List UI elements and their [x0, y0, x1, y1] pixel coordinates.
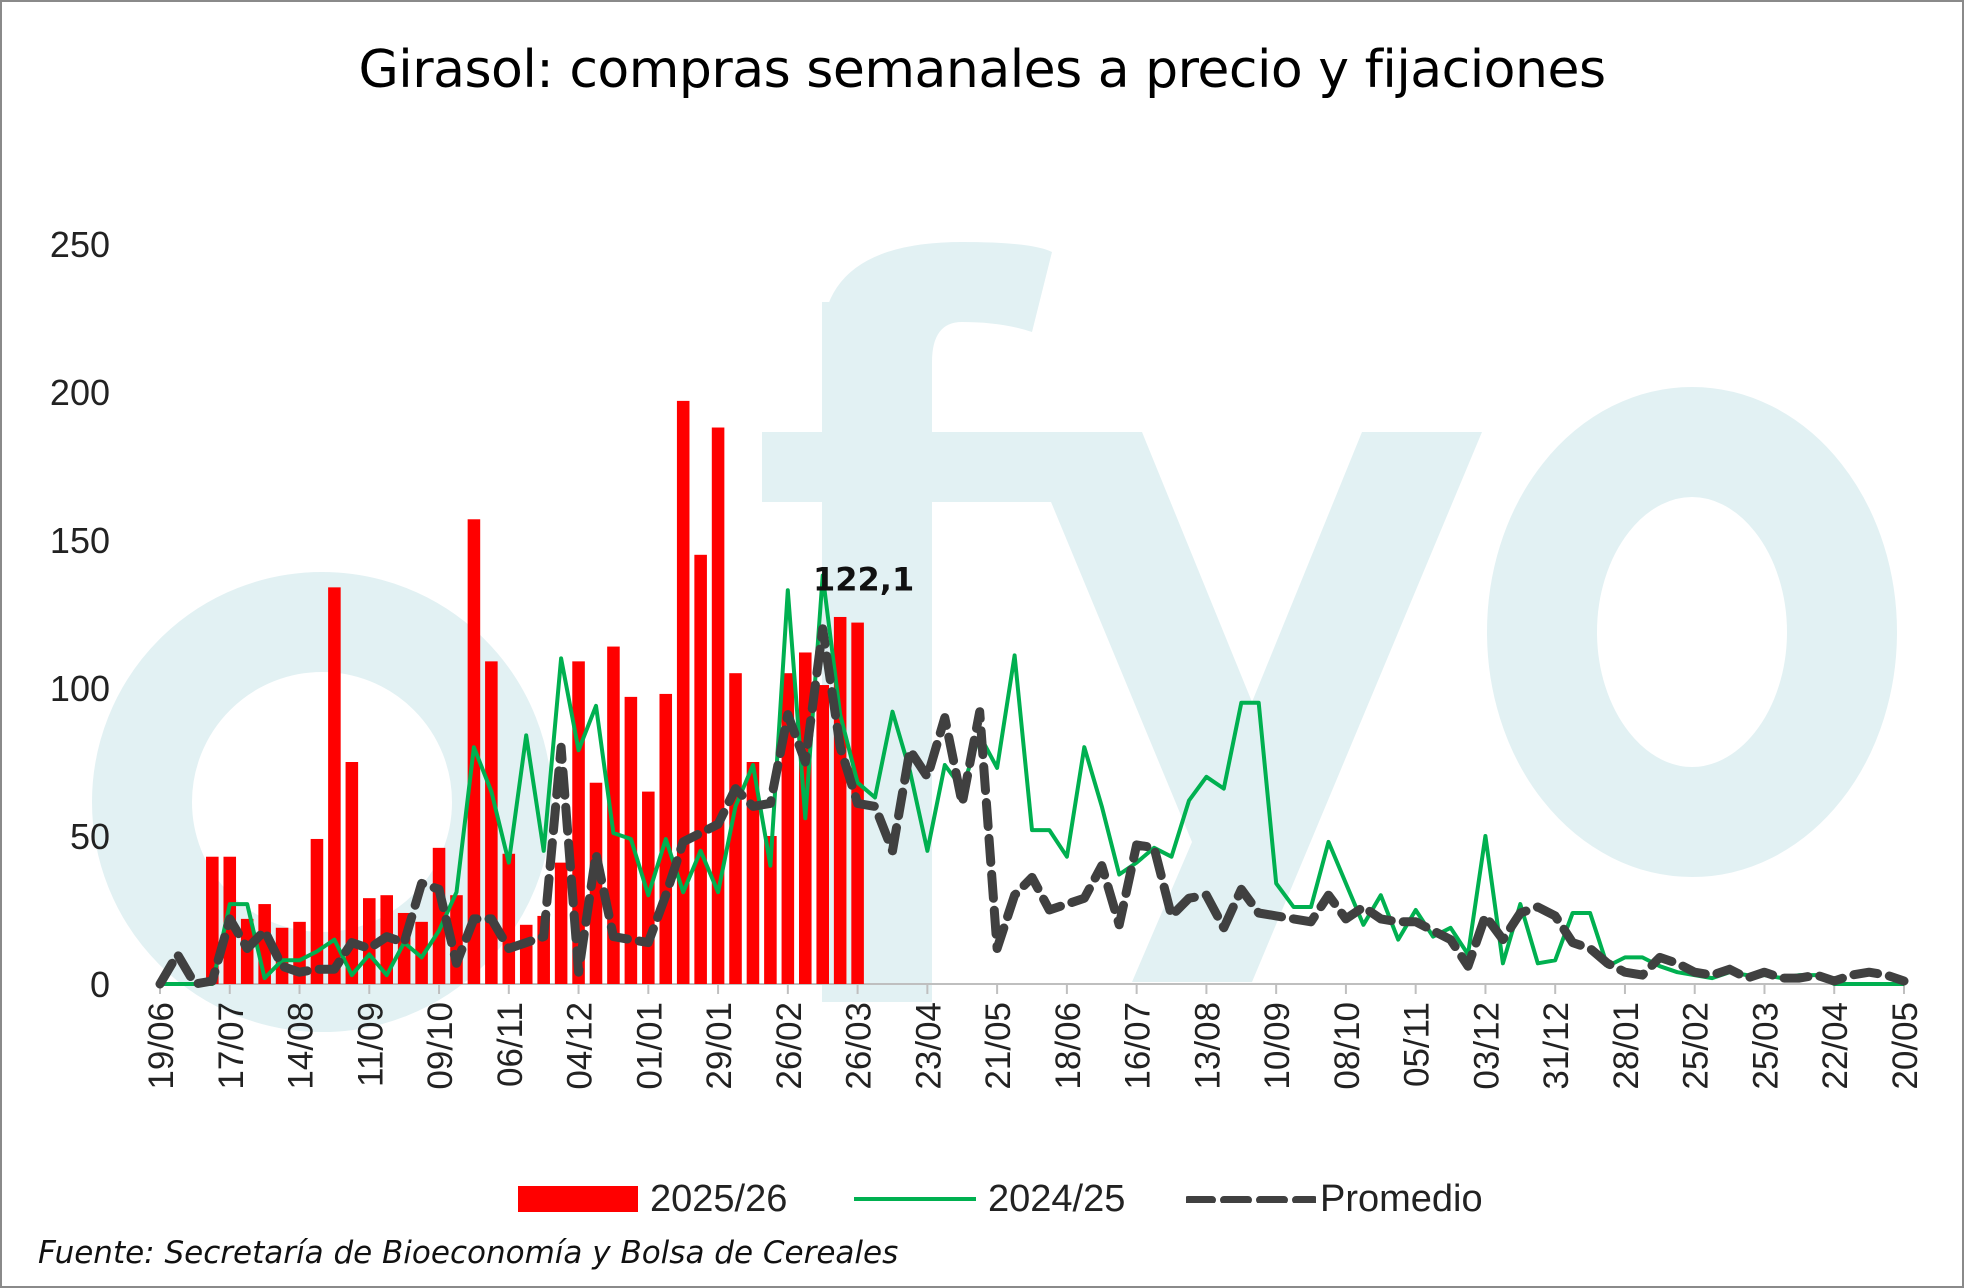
- legend-item-2025-26: 2025/26: [518, 1174, 787, 1224]
- legend-swatch-bar: [518, 1186, 638, 1212]
- watermark-f-hook: [822, 242, 1052, 362]
- x-tick-label: 17/07: [212, 1002, 251, 1090]
- x-tick-label: 22/04: [1816, 1002, 1855, 1090]
- source-footer: Fuente: Secretaría de Bioeconomía y Bols…: [38, 1235, 899, 1271]
- bar-2025-26: [729, 673, 742, 984]
- bar-2025-26: [310, 838, 324, 984]
- x-tick-label: 11/09: [351, 1002, 390, 1087]
- bar-2025-26: [328, 587, 341, 984]
- legend-item-2024-25: 2024/25: [854, 1174, 1125, 1224]
- x-tick-label: 09/10: [421, 1002, 460, 1090]
- chart-annotations: 122,1: [813, 561, 914, 599]
- y-tick-label: 150: [50, 520, 110, 561]
- bar-2025-26: [554, 862, 568, 984]
- bar-2025-26: [502, 853, 516, 984]
- legend-label-promedio: Promedio: [1320, 1177, 1483, 1220]
- x-tick-label: 21/05: [979, 1002, 1018, 1090]
- x-tick-label: 05/11: [1398, 1002, 1437, 1087]
- chart-legend: 2025/26 2024/25 Promedio: [2, 1174, 1962, 1224]
- x-tick-label: 28/01: [1607, 1002, 1646, 1090]
- legend-label-2025-26: 2025/26: [650, 1177, 788, 1220]
- x-tick-label: 26/02: [770, 1002, 809, 1090]
- bar-2025-26: [432, 847, 446, 984]
- x-tick-label: 04/12: [561, 1002, 600, 1090]
- x-tick-label: 29/01: [700, 1002, 739, 1090]
- x-tick-label: 31/12: [1537, 1002, 1576, 1090]
- watermark-f-bar: [762, 432, 1062, 502]
- x-tick-label: 14/08: [282, 1002, 321, 1090]
- bar-2025-26: [694, 554, 707, 984]
- x-tick-label: 10/09: [1258, 1002, 1297, 1090]
- x-tick-label: 19/06: [142, 1002, 181, 1090]
- line-promedio: [155, 624, 1909, 989]
- bar-2025-26: [816, 685, 829, 984]
- x-tick-label: 25/03: [1746, 1002, 1785, 1090]
- x-tick-label: 16/07: [1119, 1002, 1158, 1090]
- watermark-o-shape: [1487, 387, 1897, 877]
- bar-2025-26: [711, 427, 725, 984]
- y-tick-label: 50: [70, 816, 110, 857]
- y-tick-label: 250: [50, 224, 110, 265]
- x-tick-label: 06/11: [491, 1002, 530, 1087]
- bar-2025-26: [746, 762, 760, 984]
- watermark-y-shape: [1022, 432, 1482, 982]
- data-label-peak: 122,1: [813, 561, 914, 599]
- x-tick-label: 25/02: [1677, 1002, 1716, 1090]
- bar-2025-26: [764, 836, 777, 984]
- legend-swatch-line: [854, 1197, 976, 1201]
- x-tick-label: 20/05: [1886, 1002, 1925, 1090]
- legend-swatch-dashed: [1186, 1196, 1316, 1203]
- x-tick-label: 01/01: [630, 1002, 669, 1090]
- legend-item-promedio: Promedio: [1186, 1174, 1483, 1224]
- bar-2025-26: [519, 924, 533, 984]
- y-tick-label: 0: [90, 964, 110, 1005]
- bar-2025-26: [345, 762, 359, 984]
- y-tick-label: 100: [50, 668, 110, 709]
- legend-label-2024-25: 2024/25: [988, 1177, 1126, 1220]
- bar-2025-26: [415, 921, 428, 984]
- bar-2025-26: [206, 856, 219, 984]
- chart-title: Girasol: compras semanales a precio y fi…: [358, 40, 1606, 100]
- x-tick-label: 03/12: [1467, 1002, 1506, 1090]
- line-series: [155, 573, 1909, 989]
- bar-2025-26: [607, 646, 620, 984]
- x-tick-label: 23/04: [909, 1002, 948, 1090]
- y-axis: 0 50 100 150 200 250: [50, 224, 110, 1005]
- bar-2025-26: [485, 661, 498, 984]
- bar-2025-26: [676, 400, 690, 984]
- y-tick-label: 200: [50, 372, 110, 413]
- bar-2025-26: [363, 898, 376, 984]
- x-tick-label: 18/06: [1049, 1002, 1088, 1090]
- x-tick-label: 08/10: [1328, 1002, 1367, 1090]
- x-tick-label: 13/08: [1188, 1002, 1227, 1090]
- x-tick-label: 26/03: [840, 1002, 879, 1090]
